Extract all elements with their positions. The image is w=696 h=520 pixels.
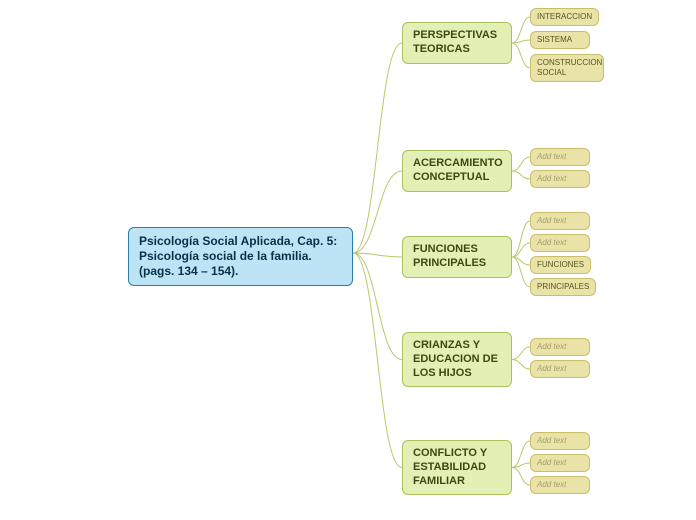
leaf-node-label: Add text — [537, 342, 566, 351]
leaf-node[interactable]: CONSTRUCCION SOCIAL — [530, 54, 604, 82]
leaf-node-placeholder[interactable]: Add text — [530, 476, 590, 494]
branch-node-label: CONFLICTO Y ESTABILIDAD FAMILIAR — [413, 447, 487, 487]
leaf-node[interactable]: PRINCIPALES — [530, 278, 596, 296]
branch-node-label: FUNCIONES PRINCIPALES — [413, 243, 486, 269]
leaf-node-placeholder[interactable]: Add text — [530, 212, 590, 230]
leaf-node-label: Add text — [537, 364, 566, 373]
leaf-node-label: Add text — [537, 480, 566, 489]
leaf-node-label: Add text — [537, 436, 566, 445]
root-node[interactable]: Psicología Social Aplicada, Cap. 5: Psic… — [128, 227, 353, 286]
leaf-node-placeholder[interactable]: Add text — [530, 148, 590, 166]
leaf-node-label: CONSTRUCCION SOCIAL — [537, 58, 602, 77]
leaf-node-placeholder[interactable]: Add text — [530, 338, 590, 356]
leaf-node-placeholder[interactable]: Add text — [530, 234, 590, 252]
leaf-node-label: PRINCIPALES — [537, 282, 589, 291]
leaf-node-placeholder[interactable]: Add text — [530, 454, 590, 472]
leaf-node-label: Add text — [537, 458, 566, 467]
branch-node[interactable]: CONFLICTO Y ESTABILIDAD FAMILIAR — [402, 440, 512, 495]
root-node-label: Psicología Social Aplicada, Cap. 5: Psic… — [139, 234, 337, 278]
branch-node-label: CRIANZAS Y EDUCACION DE LOS HIJOS — [413, 339, 498, 379]
leaf-node-label: FUNCIONES — [537, 260, 584, 269]
leaf-node[interactable]: FUNCIONES — [530, 256, 591, 274]
leaf-node[interactable]: SISTEMA — [530, 31, 590, 49]
branch-node[interactable]: PERSPECTIVAS TEORICAS — [402, 22, 512, 64]
leaf-node-label: SISTEMA — [537, 35, 572, 44]
leaf-node-label: Add text — [537, 174, 566, 183]
branch-node[interactable]: CRIANZAS Y EDUCACION DE LOS HIJOS — [402, 332, 512, 387]
branch-node[interactable]: ACERCAMIENTO CONCEPTUAL — [402, 150, 512, 192]
branch-node-label: ACERCAMIENTO CONCEPTUAL — [413, 157, 503, 183]
leaf-node-placeholder[interactable]: Add text — [530, 432, 590, 450]
leaf-node-placeholder[interactable]: Add text — [530, 170, 590, 188]
branch-node-label: PERSPECTIVAS TEORICAS — [413, 29, 497, 55]
leaf-node-label: INTERACCION — [537, 12, 592, 21]
leaf-node-label: Add text — [537, 238, 566, 247]
leaf-node-placeholder[interactable]: Add text — [530, 360, 590, 378]
leaf-node-label: Add text — [537, 152, 566, 161]
leaf-node[interactable]: INTERACCION — [530, 8, 599, 26]
leaf-node-label: Add text — [537, 216, 566, 225]
branch-node[interactable]: FUNCIONES PRINCIPALES — [402, 236, 512, 278]
